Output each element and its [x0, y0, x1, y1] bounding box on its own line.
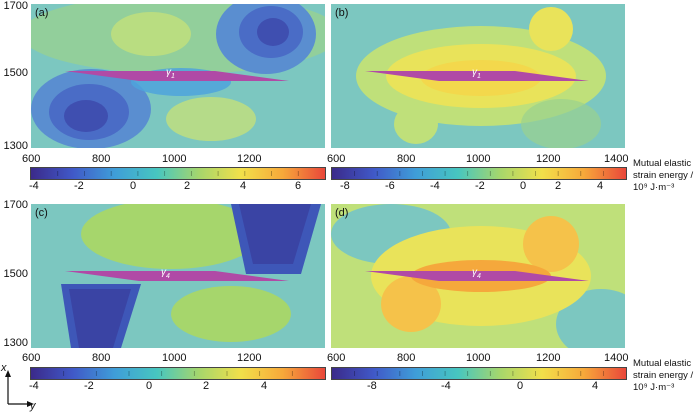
cb-tr-label-3: -2	[475, 180, 485, 192]
unit-line-1-top: Mutual elastic	[633, 158, 692, 169]
x-tick-b-600: 600	[327, 153, 346, 165]
cb-tr-label-4: 0	[520, 180, 527, 192]
x-tick-b-1400: 1400	[604, 153, 629, 165]
contour-panel-d: (d) γ4	[331, 204, 625, 348]
colorbar-ticks-bottom-right	[354, 371, 604, 376]
cb-bl-label-2: 0	[146, 380, 153, 392]
x-tick-d-800: 800	[397, 352, 416, 364]
colorbar-bottom-right	[331, 367, 627, 380]
inclusion-c	[65, 271, 289, 281]
cb-br-label-3: 4	[592, 380, 599, 392]
variant-label-c: γ4	[161, 267, 170, 280]
variant-label-a: γ1	[166, 67, 175, 80]
axes-arrows-icon	[5, 370, 34, 407]
y-tick-bottom-1300: 1300	[3, 337, 28, 349]
colorbar-top-right	[331, 167, 627, 180]
y-tick-bottom-1500: 1500	[3, 268, 28, 280]
contour-plot-c	[31, 204, 325, 348]
axes-indicator: x y	[0, 362, 40, 414]
inclusion-a	[65, 71, 289, 81]
colorbar-ticks-top-right	[354, 171, 604, 176]
cb-tr-label-0: -8	[340, 180, 350, 192]
colorbar-unit-label-top: Mutual elastic strain energy / 10⁹ J·m⁻³	[633, 158, 693, 194]
panel-label-c: (c)	[35, 207, 48, 219]
panel-label-d: (d)	[335, 207, 349, 219]
cb-bl-label-0: -4	[29, 380, 39, 392]
x-tick-a-1200: 1200	[237, 153, 262, 165]
colorbar-ticks-top-left	[57, 171, 299, 176]
x-tick-c-800: 800	[92, 352, 111, 364]
inclusion-b	[365, 71, 589, 81]
panel-label-a: (a)	[35, 7, 49, 19]
contour-plot-b	[331, 4, 625, 148]
cb-tl-label-5: 6	[295, 180, 302, 192]
x-tick-d-1000: 1000	[466, 352, 491, 364]
y-tick-top-1300: 1300	[3, 140, 28, 152]
cb-bl-label-1: -2	[84, 380, 94, 392]
axis-x-label: x	[1, 362, 7, 374]
colorbar-unit-label-bottom: Mutual elastic strain energy / 10⁹ J·m⁻³	[633, 358, 693, 394]
cb-tl-label-3: 2	[184, 180, 191, 192]
variant-label-b: γ1	[472, 67, 481, 80]
x-tick-c-600: 600	[22, 352, 41, 364]
cb-tl-label-1: -2	[74, 180, 84, 192]
unit-line-1-bottom: Mutual elastic	[633, 358, 692, 369]
unit-line-3-bottom: 10⁹ J·m⁻³	[633, 382, 675, 393]
x-tick-c-1000: 1000	[162, 352, 187, 364]
x-tick-a-600: 600	[22, 153, 41, 165]
cb-tr-label-5: 2	[555, 180, 562, 192]
x-tick-a-1000: 1000	[162, 153, 187, 165]
x-tick-a-800: 800	[92, 153, 111, 165]
unit-line-2-top: strain energy /	[633, 170, 694, 181]
cb-tr-label-2: -4	[430, 180, 440, 192]
y-tick-top-1700: 1700	[3, 0, 28, 12]
y-tick-top-1500: 1500	[3, 67, 28, 79]
x-tick-d-1400: 1400	[604, 352, 629, 364]
unit-line-2-bottom: strain energy /	[633, 370, 694, 381]
cb-tr-label-1: -6	[385, 180, 395, 192]
cb-bl-label-4: 4	[261, 380, 268, 392]
colorbar-bottom-left	[30, 367, 326, 380]
panel-label-b: (b)	[335, 7, 349, 19]
y-tick-bottom-1700: 1700	[3, 199, 28, 211]
x-tick-d-600: 600	[327, 352, 346, 364]
variant-label-d: γ4	[472, 267, 481, 280]
contour-panel-c: (c) γ4	[31, 204, 325, 348]
cb-br-label-2: 0	[517, 380, 524, 392]
colorbar-ticks-bottom-left	[63, 371, 293, 376]
cb-tr-label-6: 4	[597, 180, 604, 192]
cb-br-label-1: -4	[441, 380, 451, 392]
x-tick-b-1200: 1200	[536, 153, 561, 165]
contour-panel-b: (b) γ1	[331, 4, 625, 148]
x-tick-b-1000: 1000	[466, 153, 491, 165]
cb-tl-label-2: 0	[130, 180, 137, 192]
cb-bl-label-3: 2	[203, 380, 210, 392]
x-tick-b-800: 800	[397, 153, 416, 165]
axis-y-label: y	[30, 400, 36, 412]
inclusion-d	[365, 271, 589, 281]
contour-plot-d	[331, 204, 625, 348]
colorbar-top-left	[30, 167, 326, 180]
unit-line-3-top: 10⁹ J·m⁻³	[633, 182, 675, 193]
contour-plot-a	[31, 4, 325, 148]
cb-tl-label-4: 4	[240, 180, 247, 192]
x-tick-d-1200: 1200	[536, 352, 561, 364]
x-tick-c-1200: 1200	[237, 352, 262, 364]
cb-br-label-0: -8	[367, 380, 377, 392]
contour-panel-a: (a) γ1	[31, 4, 325, 148]
cb-tl-label-0: -4	[29, 180, 39, 192]
